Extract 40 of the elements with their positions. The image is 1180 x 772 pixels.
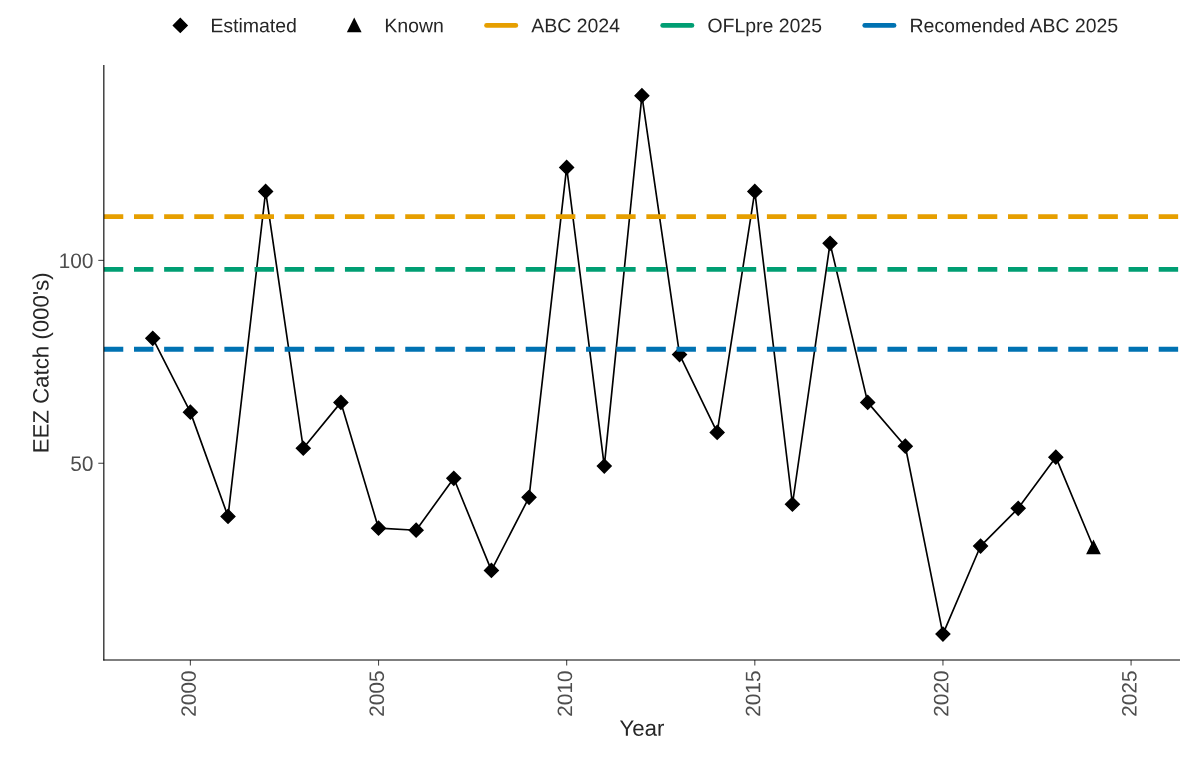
point bbox=[784, 496, 801, 512]
point bbox=[596, 458, 612, 474]
point bbox=[559, 159, 575, 176]
x-tick-label: 2000 bbox=[181, 671, 196, 716]
legend-label: Recomended ABC 2025 bbox=[911, 18, 1118, 33]
point bbox=[370, 520, 387, 536]
point bbox=[483, 562, 499, 578]
x-tick-label: 2015 bbox=[745, 671, 761, 716]
point bbox=[860, 394, 876, 410]
legend-label: ABC 2024 bbox=[531, 18, 620, 33]
y-tick-label: 50 bbox=[71, 456, 93, 472]
point bbox=[295, 440, 311, 456]
point bbox=[408, 522, 424, 538]
x-tick-label: 2010 bbox=[557, 671, 573, 716]
x-tick-label: 2020 bbox=[933, 671, 949, 716]
point bbox=[446, 470, 462, 486]
x-tick-label: 2025 bbox=[1121, 671, 1137, 716]
point bbox=[1048, 449, 1064, 465]
point bbox=[822, 235, 838, 251]
point bbox=[521, 489, 537, 505]
point bbox=[1086, 540, 1101, 555]
point bbox=[897, 438, 913, 454]
point bbox=[747, 183, 763, 199]
point bbox=[1010, 500, 1026, 516]
legend-label: Known bbox=[385, 18, 443, 33]
x-tick-label: 2005 bbox=[369, 671, 385, 716]
point bbox=[973, 538, 989, 554]
y-axis-title: EEZ Catch (000's) bbox=[32, 273, 54, 452]
point bbox=[935, 626, 951, 642]
legend-label: Estimated bbox=[212, 18, 296, 33]
point bbox=[182, 404, 198, 420]
x-axis-title: Year bbox=[619, 720, 665, 736]
legend-label: OFLpre 2025 bbox=[708, 18, 822, 37]
point bbox=[709, 424, 725, 440]
point bbox=[220, 508, 236, 524]
point bbox=[333, 394, 349, 410]
y-tick-label: 100 bbox=[60, 253, 93, 269]
point bbox=[634, 88, 650, 104]
point bbox=[258, 183, 274, 199]
point bbox=[145, 330, 161, 346]
